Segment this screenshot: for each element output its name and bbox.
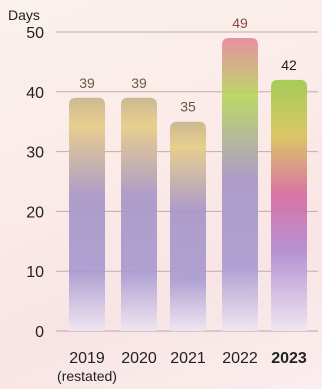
bar-2019 [69, 97, 105, 331]
bar-2023 [271, 79, 307, 331]
x-tick-label-2022: 2022 [222, 350, 258, 367]
x-tick-label-2021: 2021 [170, 350, 206, 367]
y-axis-label: Days [8, 7, 40, 23]
y-tick-label: 0 [35, 324, 44, 341]
x-axis-labels: 2019(restated)2020 2021 2022 2023 [57, 350, 307, 384]
y-tick-label: 20 [26, 204, 44, 221]
y-tick-label: 40 [26, 85, 44, 102]
y-tick-label: 50 [26, 25, 44, 42]
x-tick-label-2023: 2023 [271, 350, 307, 367]
bar-2020 [121, 97, 157, 331]
value-label-2023: 42 [281, 57, 297, 73]
x-tick-label-2019: 2019 [69, 350, 105, 367]
bar-2022 [222, 37, 258, 331]
x-tick-label-2020: 2020 [121, 350, 157, 367]
y-tick-label: 30 [26, 145, 44, 162]
value-label-2022: 49 [232, 15, 248, 31]
y-tick-label: 10 [26, 264, 44, 281]
y-axis-ticks: 0 10 20 30 40 50 [26, 25, 44, 341]
value-label-2019: 39 [79, 75, 95, 91]
value-labels: 39 39 35 49 42 [79, 15, 297, 115]
bar-2021 [170, 121, 206, 331]
bars [69, 37, 307, 331]
value-label-2020: 39 [131, 75, 147, 91]
x-tick-note-2019: (restated) [57, 368, 117, 384]
value-label-2021: 35 [180, 99, 196, 115]
